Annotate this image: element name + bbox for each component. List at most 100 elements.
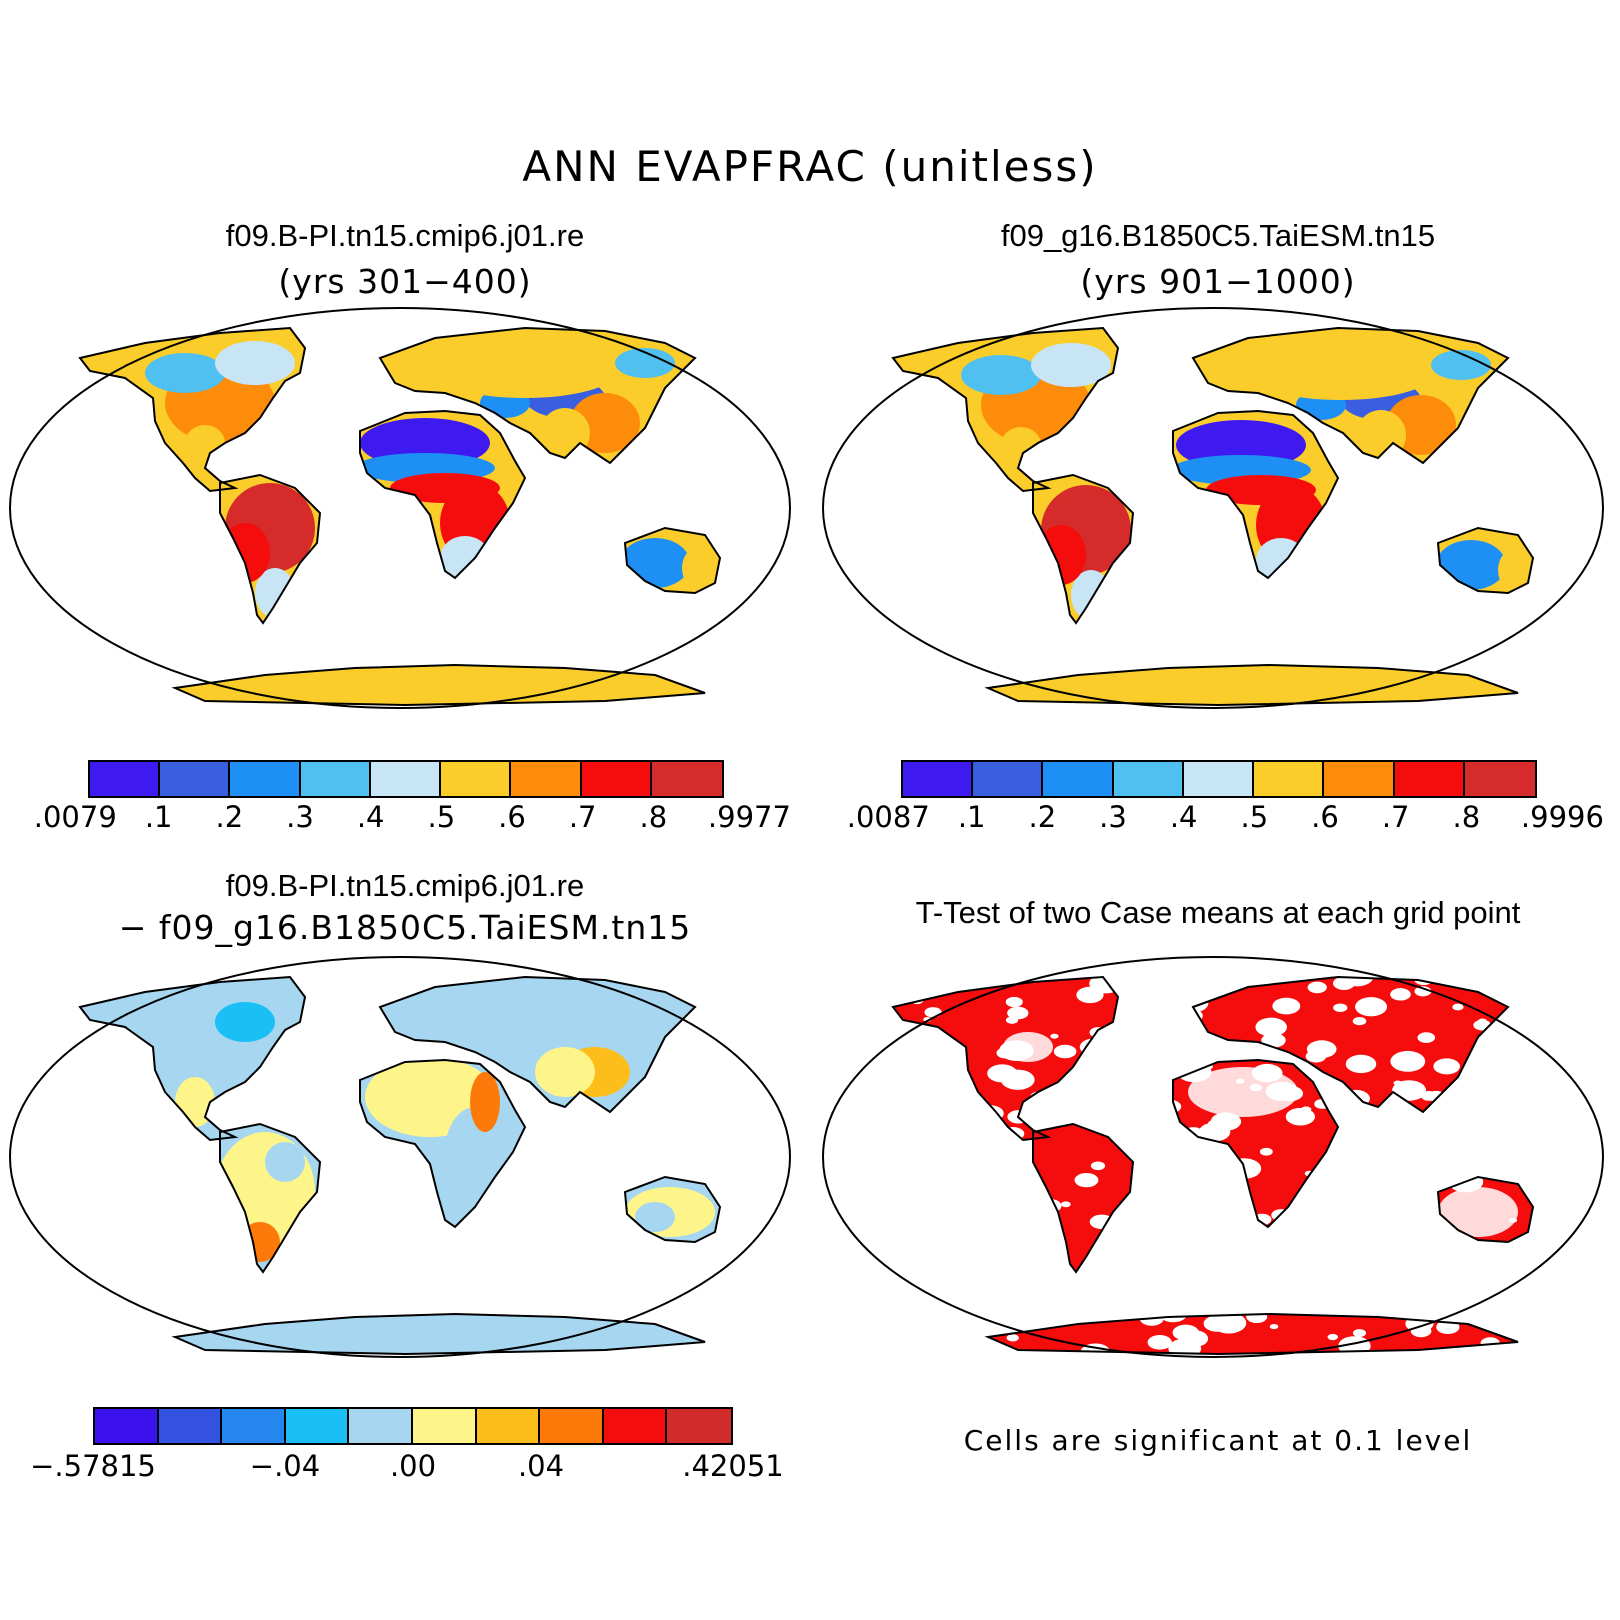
map-ttest bbox=[822, 956, 1604, 1358]
colorbar-box bbox=[603, 1409, 668, 1443]
colorbar-box bbox=[1394, 762, 1465, 796]
samerica-coastline bbox=[1032, 473, 1135, 625]
colorbar-box bbox=[651, 762, 722, 796]
colorbar-label: .6 bbox=[498, 800, 526, 834]
colorbar-case1 bbox=[88, 760, 724, 798]
australia-coastline bbox=[623, 526, 722, 595]
colorbar-label: .0079 bbox=[33, 800, 117, 834]
colorbar-box bbox=[160, 762, 231, 796]
panel3-title: f09.B-PI.tn15.cmip6.j01.re bbox=[225, 868, 585, 903]
colorbar-label: .3 bbox=[286, 800, 314, 834]
map-boundary bbox=[822, 307, 1604, 709]
antarctica-coastline bbox=[171, 1312, 706, 1356]
map-case2 bbox=[822, 307, 1604, 709]
colorbar-label: .4 bbox=[356, 800, 385, 834]
colorbar-label: .7 bbox=[568, 800, 597, 834]
africa-coastline bbox=[1172, 409, 1340, 580]
colorbar-label: .2 bbox=[215, 800, 244, 834]
colorbar-box bbox=[540, 1409, 604, 1443]
colorbar-box bbox=[158, 1409, 223, 1443]
map-boundary bbox=[9, 307, 791, 709]
colorbar-difference bbox=[93, 1407, 733, 1445]
eurasia-coastline bbox=[1191, 326, 1510, 465]
colorbar-box bbox=[903, 762, 974, 796]
colorbar-box bbox=[300, 762, 371, 796]
colorbar-label: .00 bbox=[389, 1449, 437, 1483]
colorbar-case1-labels: .0079 .1 .2 .3 .4 .5 .6 .7 .8 .9977 bbox=[34, 800, 791, 840]
map-boundary bbox=[9, 956, 791, 1358]
namerica-coastline bbox=[78, 975, 307, 1142]
colorbar-label: .1 bbox=[144, 800, 173, 834]
colorbar-box bbox=[222, 1409, 286, 1443]
samerica-coastline bbox=[219, 1122, 322, 1274]
colorbar-box bbox=[90, 762, 161, 796]
namerica-coastline bbox=[891, 975, 1120, 1142]
eurasia-coastline bbox=[1191, 975, 1510, 1114]
namerica-coastline bbox=[891, 326, 1120, 493]
colorbar-label: .42051 bbox=[682, 1449, 784, 1483]
colorbar-box bbox=[95, 1409, 159, 1443]
colorbar-label: .9977 bbox=[707, 800, 791, 834]
colorbar-label: .2 bbox=[1028, 800, 1057, 834]
eurasia-coastline bbox=[378, 975, 697, 1114]
colorbar-box bbox=[370, 762, 442, 796]
colorbar-case2-labels: .0087 .1 .2 .3 .4 .5 .6 .7 .8 .9996 bbox=[847, 800, 1604, 840]
colorbar-box bbox=[511, 762, 582, 796]
panel1-title: f09.B-PI.tn15.cmip6.j01.re bbox=[225, 218, 585, 253]
colorbar-box bbox=[973, 762, 1044, 796]
panel2-years: (yrs 901−1000) bbox=[1080, 262, 1356, 301]
colorbar-label: .5 bbox=[1240, 800, 1269, 834]
eurasia-coastline bbox=[378, 326, 697, 465]
colorbar-box bbox=[1113, 762, 1184, 796]
colorbar-box bbox=[349, 1409, 413, 1443]
africa-coastline bbox=[359, 409, 527, 580]
colorbar-label: .7 bbox=[1381, 800, 1410, 834]
colorbar-box bbox=[476, 1409, 541, 1443]
antarctica-coastline bbox=[984, 1312, 1519, 1356]
colorbar-label: −.57815 bbox=[30, 1449, 156, 1483]
colorbar-box bbox=[1464, 762, 1535, 796]
colorbar-box bbox=[230, 762, 301, 796]
colorbar-box bbox=[412, 1409, 477, 1443]
australia-coastline bbox=[623, 1175, 722, 1244]
colorbar-label: .8 bbox=[1452, 800, 1481, 834]
colorbar-label: .1 bbox=[957, 800, 986, 834]
colorbar-box bbox=[1254, 762, 1325, 796]
colorbar-label: .3 bbox=[1099, 800, 1127, 834]
colorbar-box bbox=[1324, 762, 1395, 796]
colorbar-label: .8 bbox=[639, 800, 668, 834]
panel4-title: T-Test of two Case means at each grid po… bbox=[915, 895, 1521, 930]
colorbar-label: .04 bbox=[517, 1449, 565, 1483]
samerica-coastline bbox=[219, 473, 322, 625]
colorbar-box bbox=[1043, 762, 1114, 796]
ttest-note: Cells are significant at 0.1 level bbox=[963, 1424, 1473, 1457]
main-title: ANN EVAPFRAC (unitless) bbox=[522, 142, 1098, 191]
map-difference bbox=[9, 956, 791, 1358]
panel3-subtitle: − f09_g16.B1850C5.TaiESM.tn15 bbox=[118, 908, 692, 947]
map-case1 bbox=[9, 307, 791, 709]
panel1-years: (yrs 301−400) bbox=[278, 262, 532, 301]
colorbar-label: .6 bbox=[1311, 800, 1339, 834]
colorbar-box bbox=[441, 762, 512, 796]
africa-coastline bbox=[359, 1058, 527, 1229]
australia-coastline bbox=[1436, 1175, 1535, 1244]
colorbar-difference-labels: −.57815 −.04 .00 .04 .42051 bbox=[30, 1449, 784, 1489]
map-boundary bbox=[822, 956, 1604, 1358]
colorbar-label: .0087 bbox=[846, 800, 930, 834]
namerica-coastline bbox=[78, 326, 307, 493]
colorbar-box bbox=[667, 1409, 731, 1443]
panel2-title: f09_g16.B1850C5.TaiESM.tn15 bbox=[1000, 218, 1436, 253]
samerica-coastline bbox=[1032, 1122, 1135, 1274]
colorbar-box bbox=[581, 762, 652, 796]
colorbar-case2 bbox=[901, 760, 1537, 798]
australia-coastline bbox=[1436, 526, 1535, 595]
africa-coastline bbox=[1172, 1058, 1340, 1229]
colorbar-box bbox=[1183, 762, 1255, 796]
colorbar-box bbox=[285, 1409, 350, 1443]
colorbar-label: .4 bbox=[1169, 800, 1198, 834]
colorbar-label: .9996 bbox=[1520, 800, 1604, 834]
antarctica-coastline bbox=[984, 663, 1519, 707]
colorbar-label: −.04 bbox=[249, 1449, 321, 1483]
colorbar-label: .5 bbox=[427, 800, 456, 834]
antarctica-coastline bbox=[171, 663, 706, 707]
